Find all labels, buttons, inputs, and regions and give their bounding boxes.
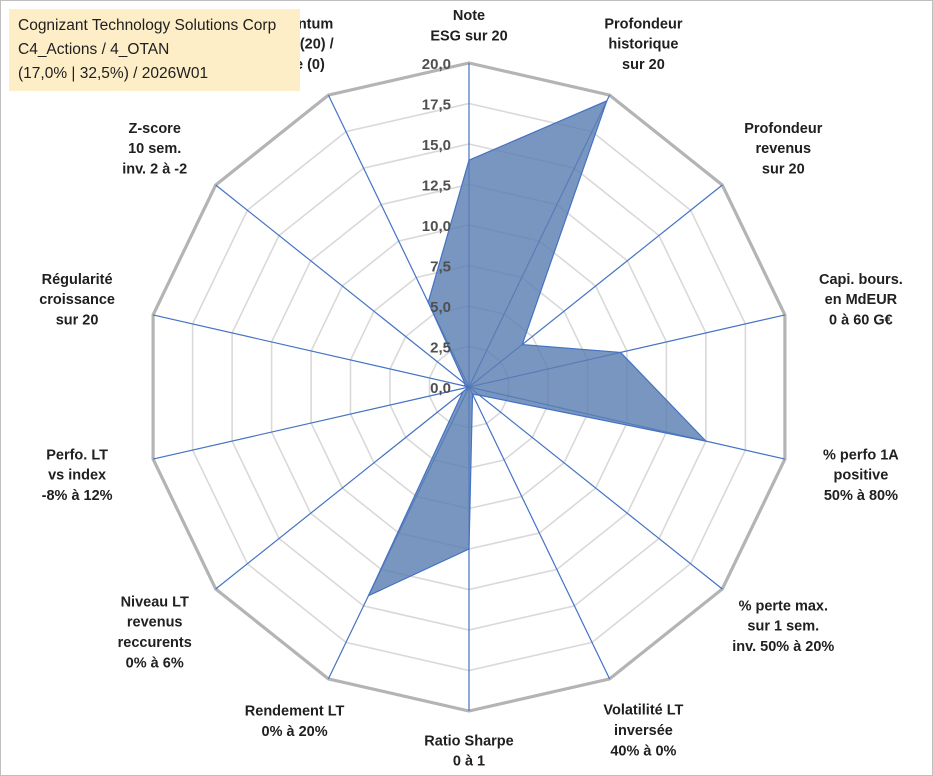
axis-spoke	[215, 386, 470, 590]
axis-spoke	[215, 184, 470, 388]
category-label: Volatilité LT inversée 40% à 0%	[603, 703, 683, 760]
category-label: Capi. bours. en MdEUR 0 à 60 G€	[819, 272, 903, 329]
company-name: Cognizant Technology Solutions Corp	[18, 17, 277, 34]
tick-label: 5,0	[430, 299, 451, 316]
radial-tick-labels: 0,0 2,5 5,0 7,5 10,0 12,5 15,0 17,5 20,0	[422, 56, 451, 397]
tick-label: 2,5	[430, 340, 451, 357]
category-label: Perfo. LT vs index -8% à 12%	[42, 447, 113, 504]
category-label: % perfo 1A positive 50% à 80%	[823, 447, 899, 504]
axis-spoke	[468, 386, 611, 680]
tick-label: 12,5	[422, 178, 451, 195]
category-label: Profondeur revenus sur 20	[744, 121, 822, 178]
category-label: Régularité croissance sur 20	[39, 272, 115, 329]
category-label: Profondeur historique sur 20	[604, 16, 682, 73]
axis-spoke	[152, 386, 470, 460]
tick-label: 15,0	[422, 137, 451, 154]
portfolio-path: C4_Actions / 4_OTAN	[18, 41, 170, 58]
tick-label: 0,0	[430, 380, 451, 397]
tick-label: 20,0	[422, 56, 451, 73]
category-label: Niveau LT revenus reccurents 0% à 6%	[118, 594, 192, 671]
category-label: Rendement LT 0% à 20%	[245, 704, 345, 740]
series-area	[367, 99, 708, 597]
category-label: Z-score 10 sem. inv. 2 à -2	[122, 121, 187, 178]
category-labels: Note ESG sur 20 Profondeur historique sur 20…	[39, 8, 903, 770]
tick-label: 17,5	[422, 97, 451, 114]
tick-label: 10,0	[422, 218, 451, 235]
tick-label: 7,5	[430, 259, 451, 276]
category-label: Ratio Sharpe 0 à 1	[424, 733, 513, 769]
radar-series	[367, 99, 708, 597]
portfolio-stats: (17,0% | 32,5%) / 2026W01	[18, 65, 209, 82]
axis-spoke	[152, 314, 470, 388]
category-label: % perte max. sur 1 sem. inv. 50% à 20%	[732, 598, 834, 655]
axis-spoke	[468, 386, 723, 590]
category-label: Note ESG sur 20	[430, 8, 507, 44]
title-box: Cognizant Technology Solutions Corp C4_A…	[9, 9, 300, 91]
